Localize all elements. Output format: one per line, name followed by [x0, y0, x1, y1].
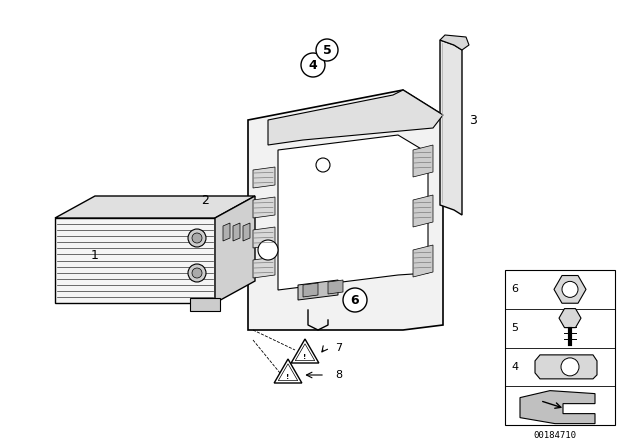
- Polygon shape: [295, 344, 315, 361]
- Circle shape: [188, 264, 206, 282]
- Polygon shape: [328, 280, 343, 294]
- Text: 7: 7: [335, 343, 342, 353]
- Circle shape: [192, 233, 202, 243]
- Circle shape: [192, 268, 202, 278]
- Polygon shape: [413, 195, 433, 227]
- Polygon shape: [215, 196, 255, 303]
- Polygon shape: [303, 283, 318, 297]
- Text: !: !: [303, 354, 307, 360]
- Polygon shape: [268, 90, 443, 145]
- Text: 8: 8: [335, 370, 342, 380]
- Polygon shape: [190, 298, 220, 311]
- Text: 6: 6: [351, 293, 359, 306]
- Polygon shape: [253, 227, 275, 248]
- Polygon shape: [298, 280, 338, 300]
- Polygon shape: [243, 223, 250, 241]
- Polygon shape: [440, 35, 469, 50]
- Text: 3: 3: [469, 113, 477, 126]
- Polygon shape: [223, 223, 230, 241]
- Text: 5: 5: [511, 323, 518, 333]
- Text: 4: 4: [308, 59, 317, 72]
- Circle shape: [562, 281, 578, 297]
- Polygon shape: [253, 167, 275, 188]
- Polygon shape: [413, 145, 433, 177]
- Text: 00184710: 00184710: [534, 431, 577, 439]
- Text: 1: 1: [91, 249, 99, 262]
- Circle shape: [561, 358, 579, 376]
- Polygon shape: [233, 223, 240, 241]
- Polygon shape: [274, 359, 302, 383]
- Circle shape: [316, 39, 338, 61]
- Text: !: !: [286, 374, 290, 380]
- Circle shape: [301, 53, 325, 77]
- Polygon shape: [248, 90, 443, 330]
- Polygon shape: [278, 364, 298, 381]
- Polygon shape: [520, 391, 595, 424]
- Circle shape: [343, 288, 367, 312]
- Circle shape: [188, 229, 206, 247]
- Circle shape: [316, 158, 330, 172]
- Bar: [505, 270, 615, 425]
- Polygon shape: [55, 218, 215, 303]
- Text: 2: 2: [201, 194, 209, 207]
- Text: 5: 5: [323, 43, 332, 56]
- Polygon shape: [278, 135, 428, 290]
- Polygon shape: [253, 197, 275, 218]
- Text: 4: 4: [511, 362, 518, 372]
- Polygon shape: [253, 257, 275, 278]
- Polygon shape: [413, 245, 433, 277]
- Polygon shape: [535, 355, 597, 379]
- Polygon shape: [55, 196, 255, 218]
- Text: 6: 6: [511, 284, 518, 294]
- Circle shape: [258, 240, 278, 260]
- Polygon shape: [440, 40, 462, 215]
- Polygon shape: [291, 339, 319, 363]
